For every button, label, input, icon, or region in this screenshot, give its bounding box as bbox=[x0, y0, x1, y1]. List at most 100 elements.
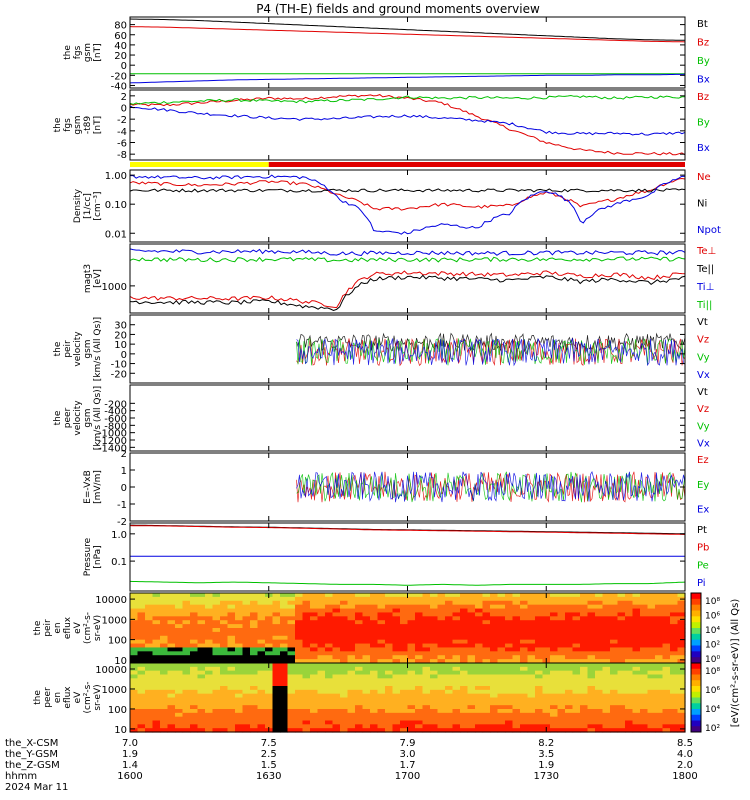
spectrogram-cell bbox=[227, 674, 236, 679]
spectrogram-cell bbox=[355, 600, 364, 606]
spectrogram-cell bbox=[295, 651, 304, 656]
spectrogram-cell bbox=[317, 724, 326, 729]
spectrogram-cell bbox=[617, 663, 626, 668]
spectrogram-cell bbox=[250, 689, 259, 695]
spectrogram-cell bbox=[295, 678, 304, 683]
spectrogram-cell bbox=[617, 682, 626, 687]
spectrogram-cell bbox=[167, 616, 176, 621]
spectrogram-cell bbox=[602, 728, 611, 733]
spectrogram-cell bbox=[535, 724, 544, 729]
spectrogram-cell bbox=[677, 663, 686, 668]
spectrogram-cell bbox=[235, 663, 244, 668]
spectrogram-cell bbox=[482, 689, 491, 695]
spectrogram-cell bbox=[445, 624, 454, 629]
spectrogram-cell bbox=[182, 674, 191, 679]
spectrogram-cell bbox=[497, 635, 506, 641]
spectrogram-cell bbox=[407, 624, 416, 629]
spectrogram-cell bbox=[617, 631, 626, 637]
spectrogram-cell bbox=[557, 670, 566, 676]
spectrogram-cell bbox=[257, 712, 266, 718]
spectrogram-cell bbox=[212, 612, 221, 617]
spectrogram-cell bbox=[610, 620, 619, 625]
spectrogram-cell bbox=[602, 635, 611, 641]
spectrogram-cell bbox=[295, 670, 304, 676]
spectrogram-cell bbox=[287, 643, 296, 649]
spectrogram-cell bbox=[197, 701, 206, 706]
spectrogram-cell bbox=[415, 709, 424, 714]
spectrogram-cell bbox=[610, 616, 619, 621]
spectrogram-cell bbox=[287, 728, 296, 733]
spectrogram-cell bbox=[370, 720, 379, 725]
spectrogram-cell bbox=[385, 678, 394, 683]
spectrogram-cell bbox=[647, 655, 656, 660]
spectrogram-cell bbox=[512, 709, 521, 714]
spectrogram-cell bbox=[400, 628, 409, 633]
spectrogram-cell bbox=[257, 724, 266, 729]
spectrogram-cell bbox=[677, 612, 686, 617]
spectrogram-cell bbox=[595, 612, 604, 617]
spectrogram-cell bbox=[670, 620, 679, 625]
spectrogram-cell bbox=[227, 596, 236, 602]
spectrogram-cell bbox=[572, 608, 581, 614]
y-tick-label: 10 bbox=[114, 725, 127, 736]
spectrogram-cell bbox=[377, 593, 386, 598]
spectrogram-cell bbox=[430, 600, 439, 606]
spectrogram-cell bbox=[460, 716, 469, 722]
spectrogram-cell bbox=[662, 663, 671, 668]
spectrogram-cell bbox=[242, 697, 251, 702]
spectrogram-cell bbox=[647, 682, 656, 687]
spectrogram-cell bbox=[317, 720, 326, 725]
spectrogram-cell bbox=[242, 655, 251, 660]
spectrogram-cell bbox=[625, 612, 634, 617]
spectrogram-cell bbox=[265, 639, 274, 645]
spectrogram-cell bbox=[392, 728, 401, 733]
spectrogram-cell bbox=[392, 608, 401, 614]
spectrogram-cell bbox=[580, 724, 589, 729]
spectrogram-cell bbox=[527, 689, 536, 695]
spectrogram-cell bbox=[535, 701, 544, 706]
spectrogram-cell bbox=[370, 647, 379, 652]
spectrogram-cell bbox=[475, 643, 484, 649]
spectrogram-cell bbox=[227, 712, 236, 718]
spectrogram-cell bbox=[182, 593, 191, 598]
spectrogram-cell bbox=[257, 635, 266, 641]
legend-ne: Ne bbox=[697, 172, 711, 183]
spectrogram-cell bbox=[227, 624, 236, 629]
x-row-label: hhmm bbox=[5, 771, 37, 782]
spectrogram-cell bbox=[602, 647, 611, 652]
spectrogram-cell bbox=[340, 724, 349, 729]
spectrogram-cell bbox=[362, 728, 371, 733]
spectrogram-cell bbox=[670, 651, 679, 656]
spectrogram-cell bbox=[655, 663, 664, 668]
spectrogram-cell bbox=[587, 674, 596, 679]
spectrogram-cell bbox=[505, 600, 514, 606]
spectrogram-cell bbox=[677, 689, 686, 695]
spectrogram-cell bbox=[182, 655, 191, 660]
spectrogram-cell bbox=[467, 624, 476, 629]
spectrogram-cell bbox=[250, 674, 259, 679]
spectrogram-cell bbox=[175, 659, 184, 664]
spectrogram-cell bbox=[272, 709, 281, 714]
spectrogram-cell bbox=[347, 697, 356, 702]
spectrogram-cell bbox=[385, 728, 394, 733]
y-tick-label: -2 bbox=[117, 517, 127, 528]
spectrogram-cell bbox=[460, 678, 469, 683]
spectrogram-cell bbox=[265, 643, 274, 649]
spectrogram-cell bbox=[677, 628, 686, 633]
spectrogram-cell bbox=[520, 716, 529, 722]
spectrogram-cell bbox=[595, 604, 604, 610]
spectrogram-cell bbox=[407, 655, 416, 660]
spectrogram-cell bbox=[257, 631, 266, 637]
y-axis-label: peir bbox=[43, 619, 53, 637]
spectrogram-cell bbox=[242, 728, 251, 733]
spectrogram-cell bbox=[392, 631, 401, 637]
spectrogram-cell bbox=[130, 604, 139, 610]
spectrogram-cell bbox=[677, 678, 686, 683]
spectrogram-cell bbox=[467, 628, 476, 633]
spectrogram-cell bbox=[490, 670, 499, 676]
spectrogram-cell bbox=[310, 678, 319, 683]
spectrogram-cell bbox=[235, 701, 244, 706]
spectrogram-cell bbox=[512, 720, 521, 725]
y-axis-label: E=-VxB bbox=[83, 470, 93, 504]
spectrogram-cell bbox=[497, 720, 506, 725]
